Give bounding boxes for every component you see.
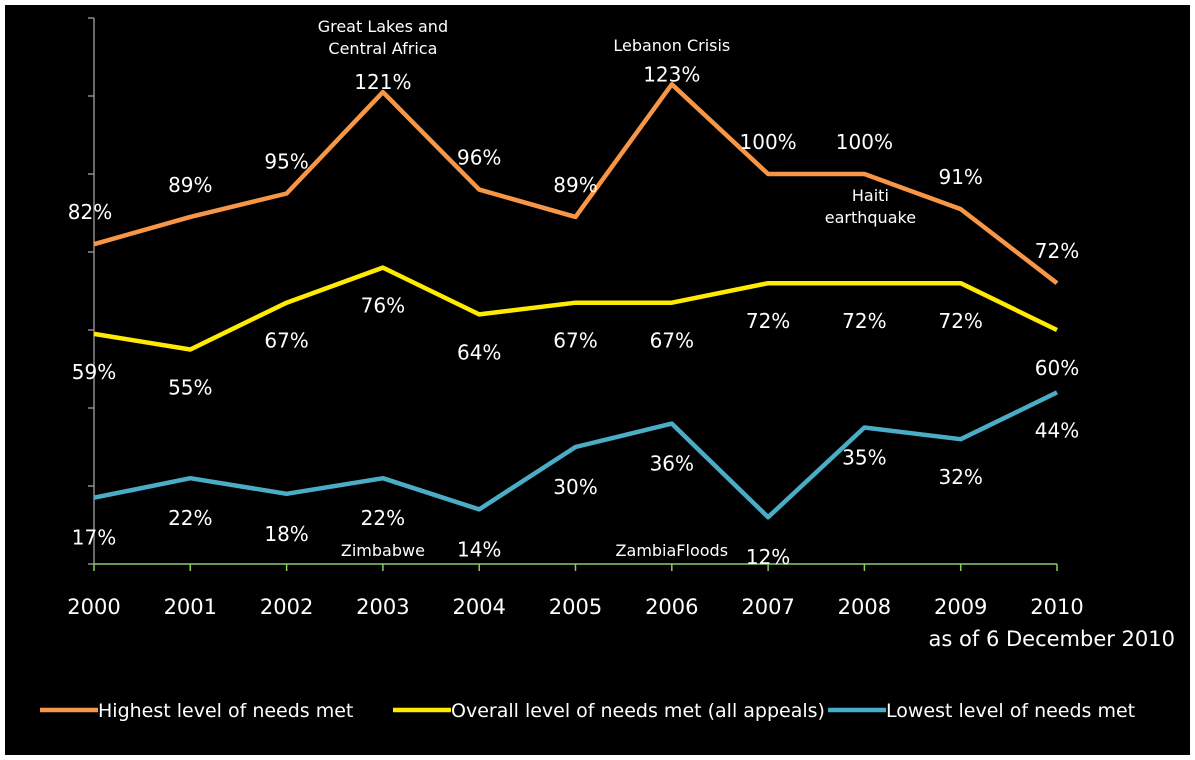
data-label: 67% — [264, 329, 308, 353]
data-label: 96% — [457, 146, 501, 170]
data-label: 30% — [553, 475, 597, 499]
annotation-text: Great Lakes and — [318, 17, 448, 36]
event-annotations: Great Lakes and Central Africa Lebanon Cri… — [318, 17, 916, 560]
data-label: 89% — [553, 173, 597, 197]
data-label: 89% — [168, 173, 212, 197]
data-label: 91% — [938, 165, 982, 189]
data-label: 72% — [842, 309, 886, 333]
data-label: 44% — [1035, 418, 1079, 442]
x-tick-label: 2001 — [164, 595, 217, 619]
x-tick-label: 2004 — [452, 595, 505, 619]
annotation-text: Central Africa — [328, 39, 437, 58]
x-axis-note: as of 6 December 2010 — [929, 627, 1175, 651]
legend: Highest level of needs met Overall level … — [40, 700, 1135, 722]
x-tick-label: 2000 — [67, 595, 120, 619]
data-label: 67% — [553, 329, 597, 353]
series-lines — [93, 82, 1059, 520]
series-line-1 — [93, 82, 1059, 285]
data-label: 123% — [643, 62, 700, 86]
data-label: 76% — [361, 294, 405, 318]
data-label: 95% — [264, 150, 308, 174]
annotation-text: Haiti — [852, 186, 889, 205]
data-label: 32% — [938, 465, 982, 489]
legend-label: Highest level of needs met — [98, 700, 353, 722]
data-label: 121% — [354, 70, 411, 94]
annotation-text: Zimbabwe — [341, 541, 425, 560]
legend-label: Overall level of needs met (all appeals) — [451, 700, 825, 722]
data-label: 22% — [168, 506, 212, 530]
annotation-text: Lebanon Crisis — [613, 36, 730, 55]
x-tick-label: 2008 — [838, 595, 891, 619]
x-tick-label: 2006 — [645, 595, 698, 619]
data-labels: 82% 89% 95% 121% 96% 89% 123% 100% 100% 91% 72% 59%… — [68, 62, 1079, 569]
data-label: 72% — [938, 309, 982, 333]
legend-label: Lowest level of needs met — [886, 700, 1135, 722]
x-tick-label: 2007 — [741, 595, 794, 619]
x-tick-label: 2003 — [356, 595, 409, 619]
data-label: 60% — [1035, 356, 1079, 380]
data-label: 14% — [457, 537, 501, 561]
series-line-2 — [93, 265, 1058, 352]
data-label: 17% — [72, 526, 116, 550]
data-label: 72% — [1035, 239, 1079, 263]
data-label: 100% — [836, 130, 893, 154]
x-tick-label: 2002 — [260, 595, 313, 619]
x-tick-label: 2005 — [549, 595, 602, 619]
data-label: 67% — [650, 329, 694, 353]
data-label: 55% — [168, 376, 212, 400]
x-axis-ticks: 2000 2001 2002 2003 2004 2005 2006 2007 2008 2009… — [67, 564, 1175, 651]
annotation-text: earthquake — [825, 208, 916, 227]
data-label: 64% — [457, 340, 501, 364]
data-label: 82% — [68, 200, 112, 224]
data-label: 12% — [746, 545, 790, 569]
x-tick-label: 2010 — [1030, 595, 1083, 619]
series-line-3 — [93, 390, 1058, 520]
x-tick-label: 2009 — [934, 595, 987, 619]
data-label: 72% — [746, 309, 790, 333]
data-label: 35% — [842, 446, 886, 470]
data-label: 22% — [361, 506, 405, 530]
data-label: 18% — [264, 522, 308, 546]
chart-background — [5, 5, 1190, 755]
data-label: 59% — [72, 360, 116, 384]
data-label: 36% — [650, 452, 694, 476]
data-label: 100% — [740, 130, 797, 154]
annotation-text: ZambiaFloods — [616, 541, 728, 560]
y-axis-ticks — [88, 17, 94, 565]
